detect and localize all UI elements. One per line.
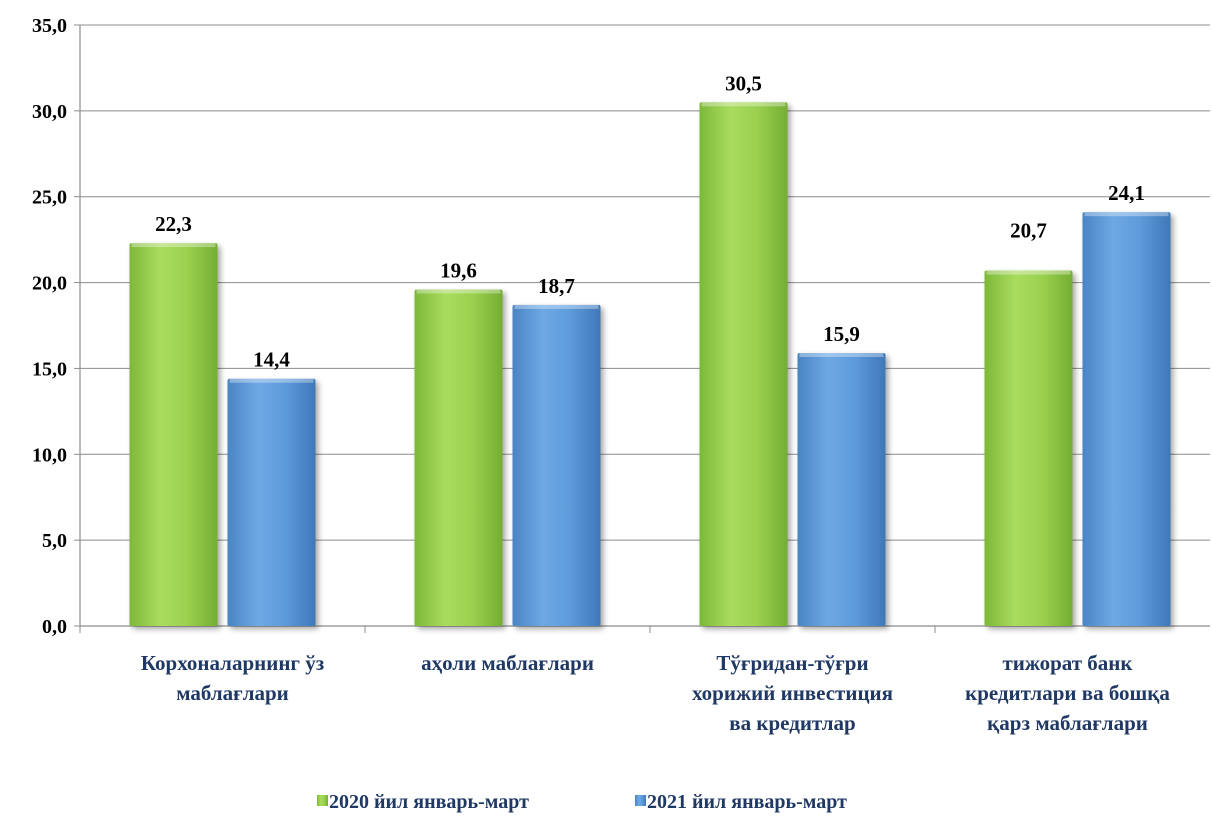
category-label-3: хорижий инвестиция (692, 681, 893, 705)
y-tick-label: 30,0 (32, 101, 67, 123)
bar-highlight (131, 243, 216, 248)
legend-label-2021: 2021 йил январь-март (647, 791, 847, 813)
legend-label-2020: 2020 йил январь-март (329, 791, 529, 813)
bar-2020-cat-3 (699, 102, 788, 627)
data-label-2021-cat-1: 14,4 (253, 348, 290, 372)
legend-swatch-2020 (317, 795, 328, 806)
data-label-2020-cat-4: 20,7 (1010, 219, 1047, 243)
y-axis-tick-labels: 0,0 5,0 10,0 15,0 20,0 25,0 30,0 35,0 (32, 15, 67, 638)
data-label-2021-cat-4: 24,1 (1108, 181, 1145, 205)
bar-2020-cat-1 (129, 243, 218, 626)
y-tick-label: 0,0 (42, 616, 67, 638)
legend: 2020 йил январь-март 2021 йил январь-март (317, 791, 847, 813)
category-label-4: тижорат банк (1002, 651, 1133, 675)
y-tick-label: 25,0 (32, 187, 67, 209)
bar-highlight (799, 352, 884, 357)
bar-2020-cat-2 (414, 289, 503, 626)
data-label-2021-cat-3: 15,9 (823, 322, 860, 346)
data-label-2021-cat-2: 18,7 (538, 274, 575, 298)
data-label-2020-cat-2: 19,6 (440, 258, 477, 282)
y-tick-label: 35,0 (32, 15, 67, 37)
category-label-1: Корхоналарнинг ўз (141, 651, 324, 675)
bar-2021-cat-3 (797, 352, 886, 626)
y-tick-label: 20,0 (32, 273, 67, 295)
bar-highlight (986, 270, 1071, 275)
data-label-2020-cat-3: 30,5 (725, 71, 762, 95)
category-label-4: кредитлари ва бошқа (965, 681, 1170, 705)
bar-highlight (514, 304, 599, 309)
category-label-3: ва кредитлар (729, 711, 855, 735)
category-label-4: қарз маблағлари (987, 711, 1148, 735)
data-labels: 22,3 14,4 19,6 18,7 30,5 15,9 20,7 24,1 (155, 71, 1145, 371)
bar-highlight (416, 289, 501, 294)
bar-highlight (1084, 212, 1169, 217)
y-tick-label: 5,0 (42, 530, 67, 552)
y-tick-label: 15,0 (32, 358, 67, 380)
bar-2021-cat-4 (1082, 212, 1171, 626)
y-tick-label: 10,0 (32, 444, 67, 466)
category-label-3: Тўғридан-тўғри (716, 651, 868, 675)
category-labels: Корхоналарнинг ўз маблағлари аҳоли маблағл… (141, 651, 1171, 735)
bar-highlight (701, 102, 786, 107)
bar-2021-cat-2 (512, 304, 601, 626)
bars (129, 102, 1171, 627)
bar-highlight (229, 378, 314, 383)
bar-2021-cat-1 (227, 378, 316, 626)
bar-2020-cat-4 (984, 270, 1073, 626)
legend-swatch-2021 (635, 795, 646, 806)
category-label-1: маблағлари (176, 681, 289, 705)
data-label-2020-cat-1: 22,3 (155, 212, 192, 236)
category-label-2: аҳоли маблағлари (421, 651, 594, 675)
